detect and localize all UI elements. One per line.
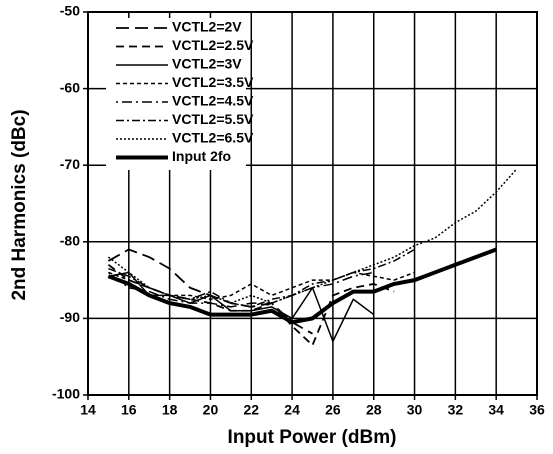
series-line: [107, 271, 374, 308]
x-tick-label: 30: [407, 402, 423, 418]
series-line: [108, 271, 415, 300]
y-tick-label: -50: [60, 3, 80, 19]
legend-label: Input 2fo: [172, 148, 231, 164]
series-line: [108, 248, 415, 308]
y-tick-label: -80: [60, 233, 80, 249]
legend-label: VCTL2=3.5V: [172, 74, 254, 90]
x-tick-label: 22: [243, 402, 259, 418]
legend-label: VCTL2=5.5V: [172, 111, 254, 127]
x-tick-label: 18: [162, 402, 178, 418]
x-tick-label: 24: [284, 402, 300, 418]
y-tick-label: -60: [60, 79, 80, 95]
y-axis-label: 2nd Harmonics (dBc): [9, 109, 30, 300]
series-line: [107, 168, 518, 304]
x-tick-label: 28: [366, 402, 382, 418]
x-tick-label: 36: [529, 402, 545, 418]
legend-label: VCTL2=2.5V: [172, 37, 254, 53]
y-tick-label: -90: [60, 309, 80, 325]
x-tick-label: 26: [325, 402, 341, 418]
x-tick-label: 34: [488, 402, 504, 418]
x-tick-label: 16: [121, 402, 137, 418]
y-tick-label: -70: [60, 156, 80, 172]
legend-label: VCTL2=4.5V: [172, 93, 254, 109]
legend-label: VCTL2=2V: [172, 19, 242, 35]
x-tick-label: 14: [80, 402, 96, 418]
x-tick-label: 20: [203, 402, 219, 418]
plot-border: [87, 11, 538, 396]
x-tick-label: 32: [448, 402, 464, 418]
y-tick-label: -100: [52, 386, 80, 402]
legend-label: VCTL2=3V: [172, 56, 242, 72]
legend-box: [106, 18, 246, 170]
legend-label: VCTL2=6.5V: [172, 130, 254, 146]
x-axis-label: Input Power (dBm): [228, 427, 397, 448]
series-line: [107, 247, 497, 325]
